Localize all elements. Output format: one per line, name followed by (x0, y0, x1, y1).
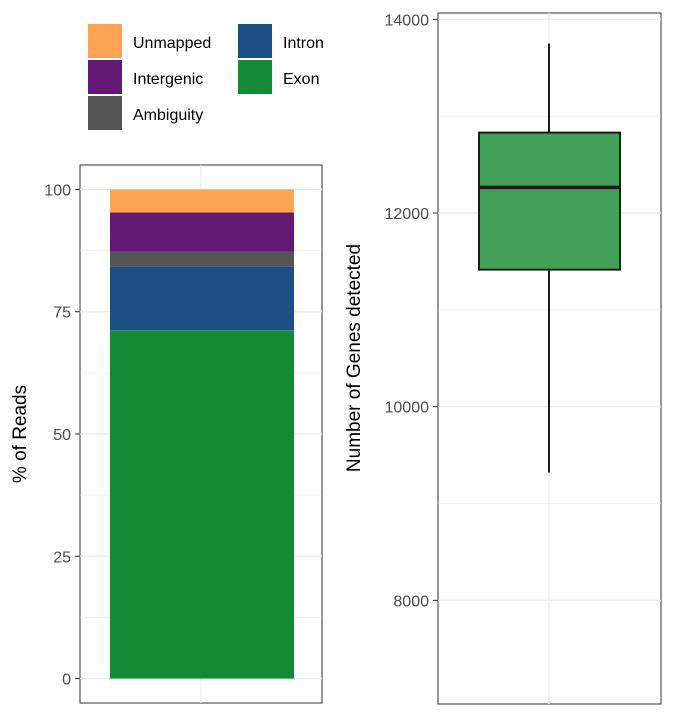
y-tick-label: 8000 (393, 593, 429, 610)
y-tick-label: 50 (53, 427, 71, 444)
stacked-bar-panel: 0 25 50 75 100 % of Reads (10, 164, 323, 704)
y-tick-label: 10000 (385, 400, 430, 417)
y-tick-label: 14000 (385, 12, 430, 29)
legend-item-unmapped: Unmapped (88, 24, 211, 58)
legend-label: Unmapped (133, 35, 211, 52)
legend-item-intron: Intron (238, 24, 324, 58)
legend-swatch (88, 24, 122, 58)
legend-item-intergenic: Intergenic (88, 60, 203, 94)
y-tick-label: 100 (44, 182, 71, 199)
legend-swatch (238, 60, 272, 94)
legend: Unmapped Intron Intergenic Exon Ambiguity (88, 24, 324, 130)
y-tick-label: 25 (53, 549, 71, 566)
bar-segment-ambiguity (110, 251, 294, 267)
legend-item-ambiguity: Ambiguity (88, 96, 203, 130)
y-tick-label: 0 (62, 672, 71, 689)
legend-swatch (238, 24, 272, 58)
bar-segment-intergenic (110, 212, 294, 252)
legend-item-exon: Exon (238, 60, 319, 94)
legend-swatch (88, 60, 122, 94)
box-iqr (478, 131, 621, 271)
legend-label: Exon (283, 71, 319, 88)
right-y-axis-label: Number of Genes detected (344, 244, 365, 472)
y-tick-label: 12000 (385, 206, 430, 223)
bar-segment-intron (110, 266, 294, 331)
legend-label: Intron (283, 35, 324, 52)
legend-label: Ambiguity (133, 107, 203, 124)
left-y-axis-label: % of Reads (10, 385, 31, 483)
boxplot-panel: 8000 10000 12000 14000 Number of Genes dete… (344, 12, 662, 705)
legend-swatch (88, 96, 122, 130)
bar-segment-unmapped (110, 189, 294, 213)
legend-label: Intergenic (133, 71, 203, 88)
y-tick-label: 75 (53, 305, 71, 322)
bar-segment-exon (110, 330, 294, 679)
